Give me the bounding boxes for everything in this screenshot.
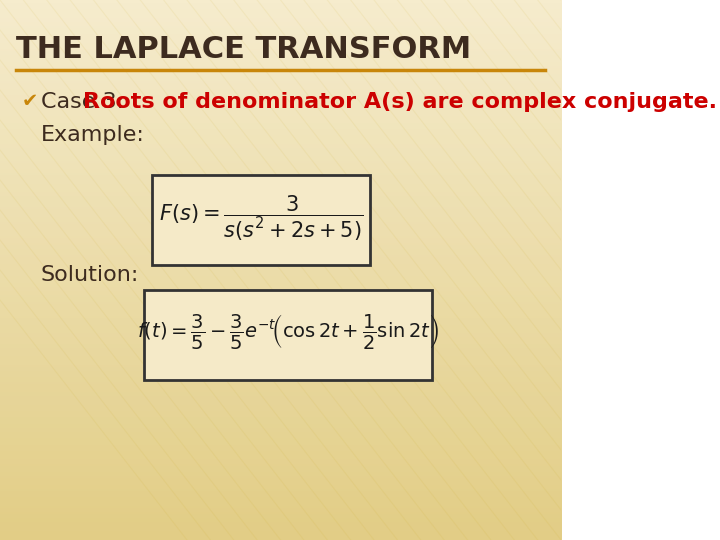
- Text: THE LAPLACE TRANSFORM: THE LAPLACE TRANSFORM: [16, 35, 471, 64]
- Text: Case 3:: Case 3:: [40, 92, 131, 112]
- FancyBboxPatch shape: [152, 175, 370, 265]
- Text: Roots of denominator A(s) are complex conjugate.: Roots of denominator A(s) are complex co…: [84, 92, 717, 112]
- Text: $f(t) = \dfrac{3}{5} - \dfrac{3}{5}e^{-t}\!\left(\cos 2t + \dfrac{1}{2}\sin 2t\r: $f(t) = \dfrac{3}{5} - \dfrac{3}{5}e^{-t…: [138, 313, 439, 352]
- FancyBboxPatch shape: [144, 290, 433, 380]
- Text: ✔: ✔: [22, 92, 38, 111]
- Text: Example:: Example:: [40, 125, 145, 145]
- Text: Solution:: Solution:: [40, 265, 139, 285]
- Text: $F(s) = \dfrac{3}{s(s^2+2s+5)}$: $F(s) = \dfrac{3}{s(s^2+2s+5)}$: [159, 193, 364, 242]
